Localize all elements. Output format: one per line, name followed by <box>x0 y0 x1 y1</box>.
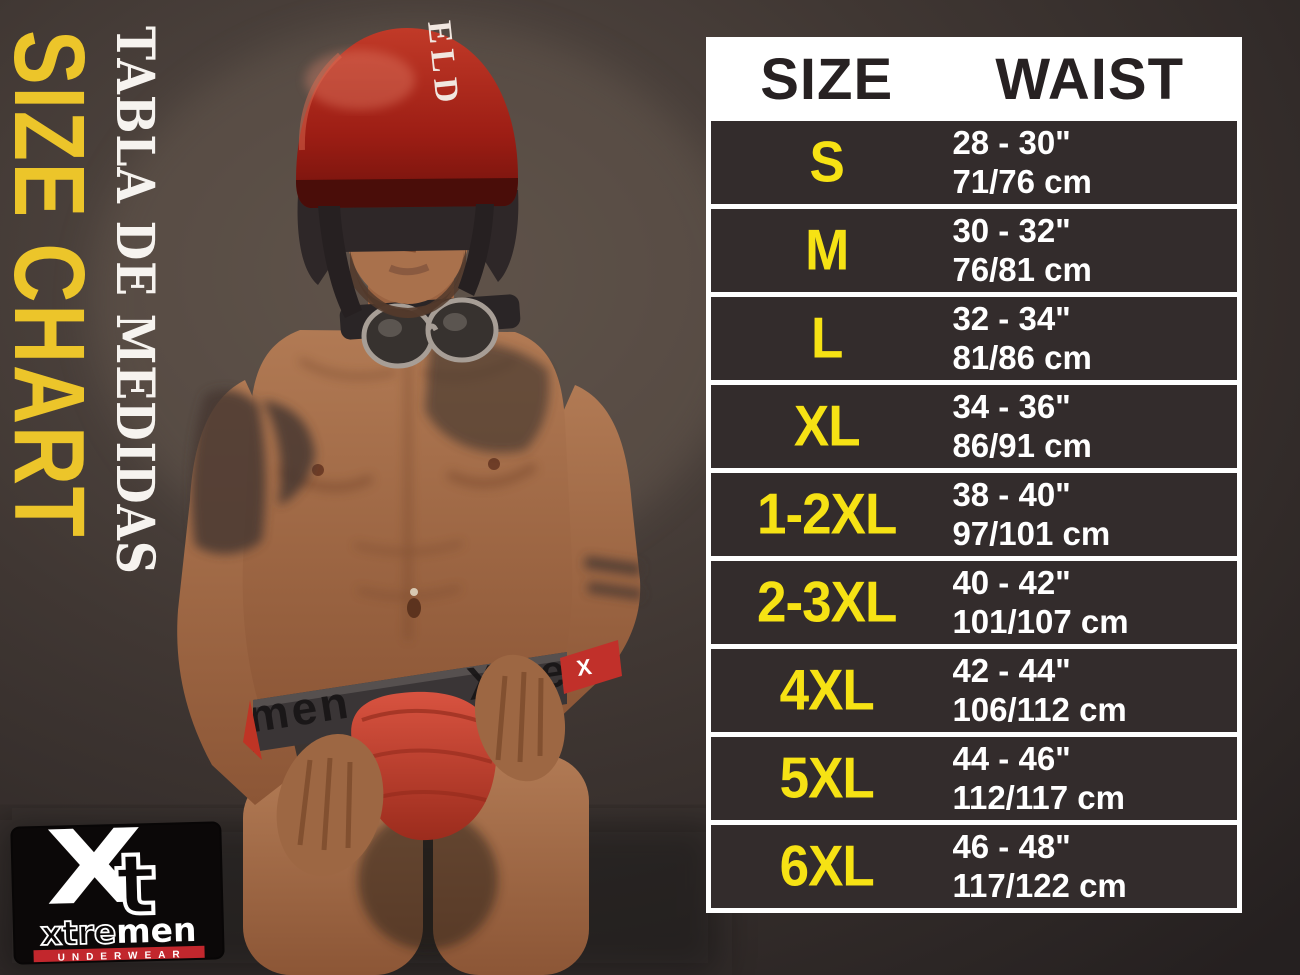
waist-value: 42 - 44" 106/112 cm <box>942 652 1237 729</box>
table-row: M 30 - 32" 76/81 cm <box>711 209 1237 292</box>
waist-inches: 38 - 40" <box>952 476 1071 514</box>
waist-cm: 86/91 cm <box>952 426 1092 464</box>
waist-value: 28 - 30" 71/76 cm <box>942 124 1237 201</box>
waist-cm: 81/86 cm <box>952 338 1092 376</box>
logo-monogram: X t <box>12 823 221 936</box>
waist-inches: 40 - 42" <box>952 564 1071 602</box>
helmet-strap-left <box>318 206 362 318</box>
size-label: M <box>805 218 849 283</box>
column-header-size: SIZE <box>760 46 894 112</box>
page-subtitle: TABLA DE MEDIDAS <box>104 26 165 575</box>
waist-cm: 101/107 cm <box>952 602 1129 640</box>
table-row: 5XL 44 - 46" 112/117 cm <box>711 737 1237 820</box>
waist-inches: 44 - 46" <box>952 740 1071 778</box>
waist-cm: 71/76 cm <box>952 162 1092 200</box>
table-row: S 28 - 30" 71/76 cm <box>711 121 1237 204</box>
size-label: 4XL <box>779 658 875 723</box>
waist-value: 40 - 42" 101/107 cm <box>942 564 1237 641</box>
size-label: 5XL <box>779 746 875 811</box>
table-row: 2-3XL 40 - 42" 101/107 cm <box>711 561 1237 644</box>
table-row: 6XL 46 - 48" 117/122 cm <box>711 825 1237 908</box>
model-figure: ELD Xtremen Xtremen X <box>177 19 643 975</box>
table-header: SIZE WAIST <box>711 42 1237 116</box>
goggles <box>361 297 499 369</box>
waist-inches: 32 - 34" <box>952 300 1071 338</box>
waist-inches: 42 - 44" <box>952 652 1071 690</box>
waist-value: 32 - 34" 81/86 cm <box>942 300 1237 377</box>
logo-wordmark-solid: men <box>115 909 197 952</box>
waist-value: 38 - 40" 97/101 cm <box>942 476 1237 553</box>
table-row: L 32 - 34" 81/86 cm <box>711 297 1237 380</box>
waist-value: 46 - 48" 117/122 cm <box>942 828 1237 905</box>
crotch-shadow <box>358 810 498 950</box>
waist-value: 44 - 46" 112/117 cm <box>942 740 1237 817</box>
waist-inches: 34 - 36" <box>952 388 1071 426</box>
helmet-brand-text: ELD <box>420 19 466 110</box>
waist-value: 34 - 36" 86/91 cm <box>942 388 1237 465</box>
size-label: XL <box>793 394 861 459</box>
helmet: ELD <box>296 19 519 318</box>
hands <box>276 654 566 876</box>
nipple <box>312 464 324 476</box>
size-label: 2-3XL <box>757 570 897 635</box>
waist-inches: 30 - 32" <box>952 212 1071 250</box>
navel <box>407 598 421 618</box>
waist-cm: 112/117 cm <box>952 778 1125 816</box>
jock-strap-far-left <box>243 700 262 760</box>
helmet-strap-right <box>458 204 494 296</box>
waist-inches: 28 - 30" <box>952 124 1071 162</box>
tattoos <box>191 341 643 600</box>
size-label: S <box>809 130 845 195</box>
table-row: 1-2XL 38 - 40" 97/101 cm <box>711 473 1237 556</box>
table-row: XL 34 - 36" 86/91 cm <box>711 385 1237 468</box>
size-label: 1-2XL <box>757 482 897 547</box>
nipple <box>488 458 500 470</box>
jock-side-tab <box>560 640 622 694</box>
navel-piercing <box>410 588 418 596</box>
waist-cm: 97/101 cm <box>952 514 1111 552</box>
waist-cm: 117/122 cm <box>952 866 1127 904</box>
table-row: 4XL 42 - 44" 106/112 cm <box>711 649 1237 732</box>
waist-cm: 76/81 cm <box>952 250 1092 288</box>
waistband-tab-logo: X <box>575 654 594 681</box>
brand-logo: X t xtremen UNDERWEAR <box>12 823 223 963</box>
column-header-waist: WAIST <box>995 46 1185 112</box>
beard-fill <box>350 248 466 318</box>
waist-inches: 46 - 48" <box>952 828 1071 866</box>
size-table: SIZE WAIST S 28 - 30" 71/76 cm M 30 - 32… <box>706 37 1242 913</box>
page-title: SIZE CHART <box>0 30 105 539</box>
size-label: L <box>811 306 843 371</box>
logo-wordmark-outline: xtre <box>39 911 118 954</box>
waist-cm: 106/112 cm <box>952 690 1127 728</box>
waist-value: 30 - 32" 76/81 cm <box>942 212 1237 289</box>
size-label: 6XL <box>779 834 875 899</box>
